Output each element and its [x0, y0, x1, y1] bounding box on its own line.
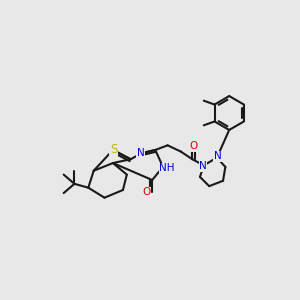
- Text: O: O: [189, 141, 197, 151]
- Text: N: N: [199, 161, 207, 171]
- Text: NH: NH: [159, 164, 175, 173]
- Text: S: S: [110, 143, 117, 156]
- Text: O: O: [142, 187, 150, 197]
- Text: N: N: [137, 148, 145, 158]
- Text: N: N: [214, 151, 221, 161]
